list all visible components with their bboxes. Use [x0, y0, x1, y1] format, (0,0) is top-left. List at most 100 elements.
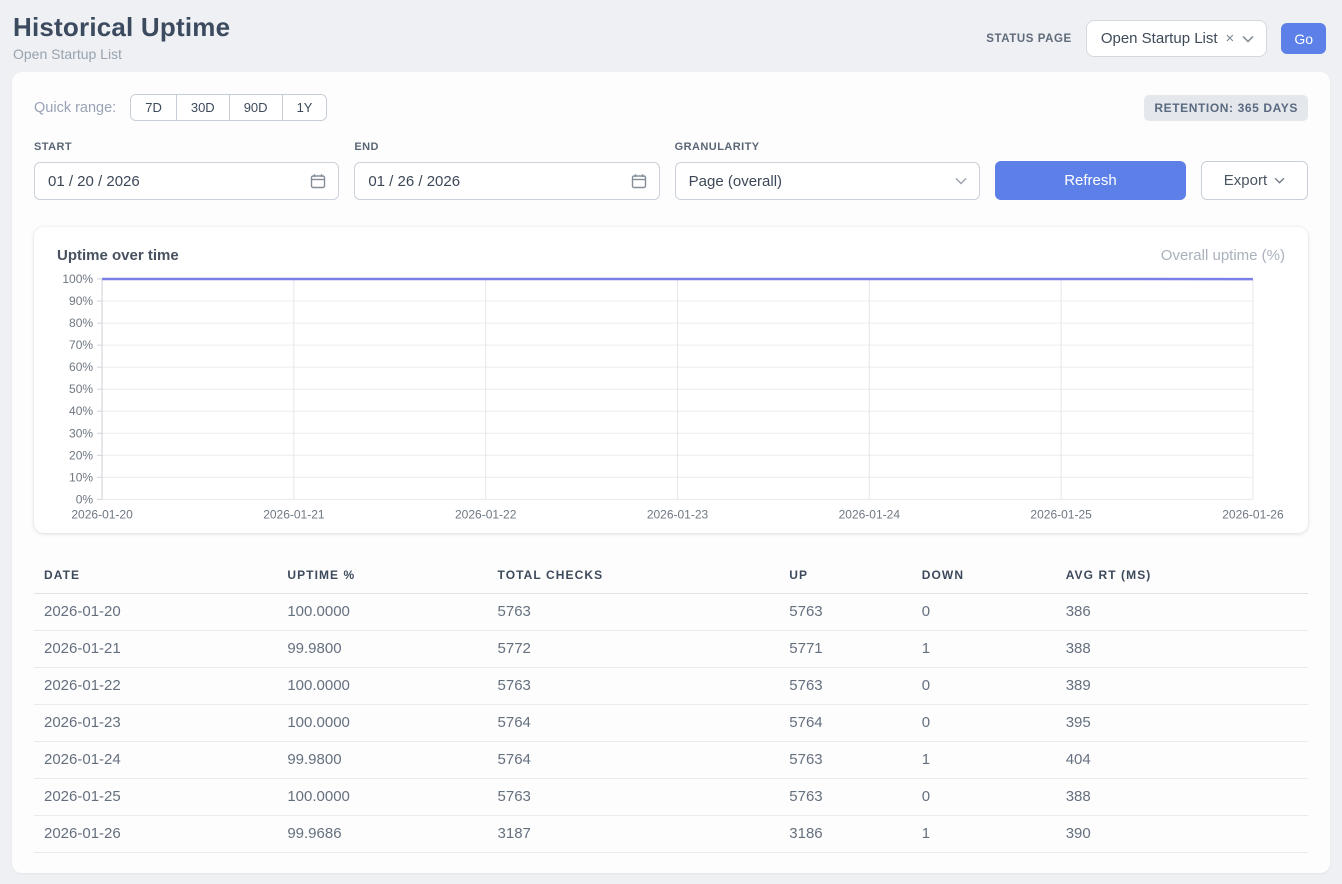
table-cell: 5763 [779, 742, 911, 779]
table-row: 2026-01-25100.0000576357630388 [34, 779, 1308, 816]
uptime-table: DATEUPTIME %TOTAL CHECKSUPDOWNAVG RT (MS… [34, 558, 1308, 853]
quick-range-button-1y[interactable]: 1Y [282, 95, 327, 120]
svg-text:2026-01-25: 2026-01-25 [1030, 507, 1092, 521]
granularity-selected-value: Page (overall) [689, 173, 782, 190]
table-cell: 99.9686 [277, 816, 487, 853]
table-cell: 2026-01-21 [34, 631, 277, 668]
page-header: Historical Uptime Open Startup List STAT… [0, 0, 1342, 72]
svg-text:100%: 100% [62, 272, 93, 286]
table-cell: 2026-01-25 [34, 779, 277, 816]
table-cell: 388 [1056, 631, 1308, 668]
table-cell: 99.9800 [277, 742, 487, 779]
table-cell: 5771 [779, 631, 911, 668]
table-row: 2026-01-2199.9800577257711388 [34, 631, 1308, 668]
column-header: AVG RT (MS) [1056, 558, 1308, 594]
svg-text:60%: 60% [69, 360, 93, 374]
refresh-button[interactable]: Refresh [995, 161, 1186, 200]
page-title: Historical Uptime [13, 12, 230, 43]
table-cell: 1 [912, 742, 1056, 779]
table-cell: 5764 [488, 705, 780, 742]
svg-text:2026-01-20: 2026-01-20 [71, 507, 133, 521]
svg-text:10%: 10% [69, 470, 93, 484]
svg-text:90%: 90% [69, 294, 93, 308]
quick-range-button-90d[interactable]: 90D [229, 95, 282, 120]
status-page-label: STATUS PAGE [986, 33, 1072, 45]
table-cell: 5764 [779, 705, 911, 742]
chart-title: Uptime over time [57, 247, 179, 264]
chevron-down-icon [955, 177, 967, 185]
table-cell: 5763 [488, 594, 780, 631]
chart-legend: Overall uptime (%) [1161, 247, 1285, 264]
svg-text:30%: 30% [69, 426, 93, 440]
page-heading: Historical Uptime Open Startup List [13, 12, 230, 62]
page-subtitle: Open Startup List [13, 46, 230, 62]
status-page-controls: STATUS PAGE Open Startup List × Go [986, 20, 1326, 57]
table-cell: 5763 [488, 779, 780, 816]
column-header: TOTAL CHECKS [488, 558, 780, 594]
table-row: 2026-01-23100.0000576457640395 [34, 705, 1308, 742]
status-page-select[interactable]: Open Startup List × [1086, 20, 1268, 57]
table-cell: 404 [1056, 742, 1308, 779]
table-cell: 1 [912, 631, 1056, 668]
retention-badge: RETENTION: 365 DAYS [1144, 95, 1308, 121]
calendar-icon[interactable] [631, 173, 647, 189]
status-page-selected-value: Open Startup List [1101, 30, 1218, 47]
quick-range-group: 7D30D90D1Y [130, 94, 327, 121]
table-cell: 5763 [488, 668, 780, 705]
column-header: UP [779, 558, 911, 594]
table-cell: 0 [912, 668, 1056, 705]
table-cell: 100.0000 [277, 668, 487, 705]
end-date-field-group: END 01 / 26 / 2026 [354, 141, 659, 200]
svg-text:0%: 0% [76, 492, 94, 506]
clear-selection-icon[interactable]: × [1226, 30, 1235, 47]
calendar-icon[interactable] [310, 173, 326, 189]
end-date-label: END [354, 141, 659, 153]
start-date-field-group: START 01 / 20 / 2026 [34, 141, 339, 200]
quick-range-button-30d[interactable]: 30D [176, 95, 229, 120]
go-button[interactable]: Go [1281, 23, 1326, 54]
column-header: UPTIME % [277, 558, 487, 594]
table-cell: 3186 [779, 816, 911, 853]
table-row: 2026-01-2699.9686318731861390 [34, 816, 1308, 853]
column-header: DOWN [912, 558, 1056, 594]
table-cell: 388 [1056, 779, 1308, 816]
table-cell: 386 [1056, 594, 1308, 631]
table-cell: 2026-01-26 [34, 816, 277, 853]
start-date-input[interactable]: 01 / 20 / 2026 [34, 162, 339, 200]
export-button-label: Export [1224, 172, 1267, 189]
granularity-field-group: GRANULARITY Page (overall) [675, 141, 980, 200]
chevron-down-icon [1274, 177, 1285, 184]
table-body: 2026-01-20100.00005763576303862026-01-21… [34, 594, 1308, 853]
granularity-select[interactable]: Page (overall) [675, 162, 980, 200]
table-cell: 5763 [779, 668, 911, 705]
table-row: 2026-01-2499.9800576457631404 [34, 742, 1308, 779]
start-date-label: START [34, 141, 339, 153]
uptime-line-chart: 0%10%20%30%40%50%60%70%80%90%100%2026-01… [56, 271, 1286, 521]
table-cell: 99.9800 [277, 631, 487, 668]
table-cell: 5764 [488, 742, 780, 779]
table-cell: 390 [1056, 816, 1308, 853]
table-cell: 100.0000 [277, 779, 487, 816]
svg-text:40%: 40% [69, 404, 93, 418]
table-header-row: DATEUPTIME %TOTAL CHECKSUPDOWNAVG RT (MS… [34, 558, 1308, 594]
table-cell: 3187 [488, 816, 780, 853]
table-cell: 389 [1056, 668, 1308, 705]
table-cell: 2026-01-22 [34, 668, 277, 705]
export-button[interactable]: Export [1201, 161, 1308, 200]
table-cell: 2026-01-24 [34, 742, 277, 779]
table-cell: 100.0000 [277, 705, 487, 742]
chevron-down-icon [1242, 35, 1254, 43]
svg-text:50%: 50% [69, 382, 93, 396]
svg-text:2026-01-24: 2026-01-24 [839, 507, 901, 521]
end-date-value: 01 / 26 / 2026 [368, 173, 460, 190]
table-cell: 0 [912, 705, 1056, 742]
svg-text:2026-01-21: 2026-01-21 [263, 507, 325, 521]
table-cell: 2026-01-23 [34, 705, 277, 742]
end-date-input[interactable]: 01 / 26 / 2026 [354, 162, 659, 200]
quick-range-button-7d[interactable]: 7D [131, 95, 176, 120]
filter-form-row: START 01 / 20 / 2026 END 01 / 26 / 2026 … [34, 141, 1308, 200]
svg-text:2026-01-26: 2026-01-26 [1222, 507, 1284, 521]
table-cell: 5763 [779, 594, 911, 631]
table-cell: 0 [912, 779, 1056, 816]
granularity-label: GRANULARITY [675, 141, 980, 153]
